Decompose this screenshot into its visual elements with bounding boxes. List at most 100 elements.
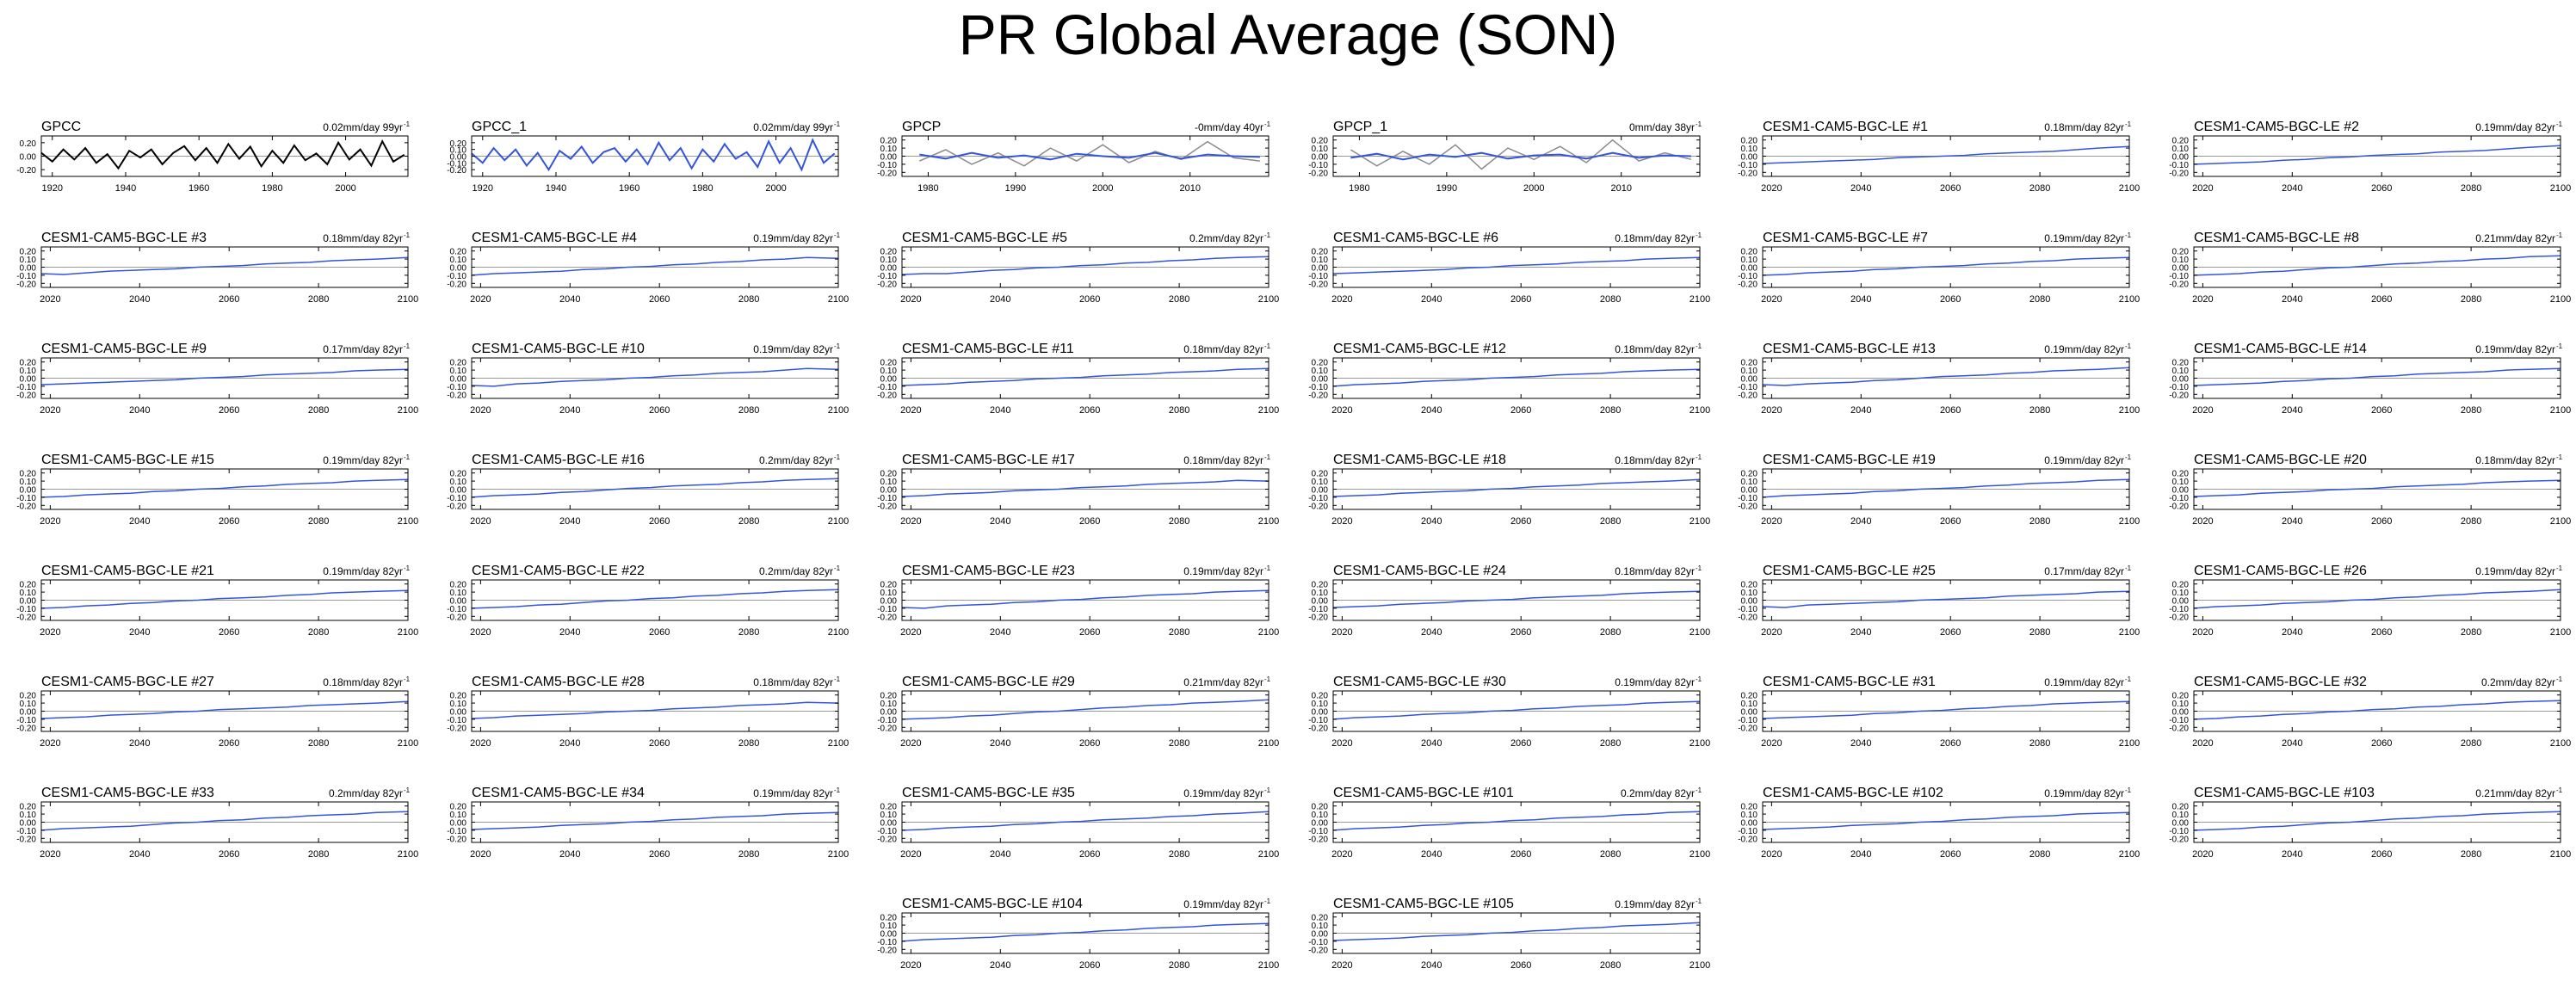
- x-tick-label: 2100: [1258, 294, 1279, 305]
- x-tick-label: 2080: [2029, 183, 2050, 194]
- panel-trend-exponent: -1: [404, 564, 411, 572]
- panel-trend-exponent: -1: [1264, 453, 1271, 461]
- y-tick-label: 0.10: [880, 700, 898, 709]
- y-tick-label: 0.10: [20, 589, 37, 598]
- y-tick-label: -0.10: [877, 272, 897, 281]
- panel-title: CESM1-CAM5-BGC-LE #29: [902, 675, 1075, 689]
- y-tick-label: -0.10: [16, 716, 36, 725]
- panel-trend: 0.19mm/day 82yr: [753, 343, 833, 355]
- x-tick-label: 2020: [1761, 627, 1782, 638]
- x-tick-label: 2040: [2282, 183, 2302, 194]
- x-tick-label: 2100: [1690, 294, 1710, 305]
- x-tick-label: 2020: [1331, 849, 1352, 860]
- y-tick-label: -0.20: [1738, 169, 1757, 178]
- x-tick-label: 2100: [1258, 405, 1279, 416]
- panel-trend-exponent: -1: [2125, 231, 2132, 239]
- series-line-reference: [919, 140, 1260, 167]
- x-tick-label: 2040: [1850, 516, 1871, 527]
- series-line: [471, 138, 836, 172]
- series-line: [2193, 811, 2561, 831]
- x-tick-label: 1990: [1436, 183, 1457, 194]
- chart-panel: CESM1-CAM5-BGC-LE #14 0.19mm/day 82yr -1 0.…: [2169, 342, 2571, 416]
- x-tick-label: 2040: [2282, 405, 2302, 416]
- y-tick-label: -0.10: [1738, 827, 1757, 836]
- x-tick-label: 1940: [115, 183, 136, 194]
- x-tick-label: 2020: [900, 405, 921, 416]
- x-tick-label: 2040: [1421, 405, 1442, 416]
- y-tick-label: -0.20: [877, 835, 897, 844]
- y-tick-label: 0.10: [1741, 367, 1758, 376]
- series-line: [471, 701, 839, 719]
- panel-trend-exponent: -1: [1264, 786, 1271, 794]
- x-tick-label: 2020: [470, 294, 491, 305]
- y-tick-label: 0.00: [880, 708, 898, 718]
- y-tick-label: -0.20: [1308, 169, 1328, 178]
- x-tick-label: 2020: [2192, 183, 2213, 194]
- x-tick-label: 2080: [2461, 405, 2481, 416]
- x-tick-label: 2040: [1421, 849, 1442, 860]
- x-tick-label: 1990: [1005, 183, 1026, 194]
- panel-trend-exponent: -1: [404, 786, 411, 794]
- x-tick-label: 2100: [398, 294, 418, 305]
- x-tick-label: 2080: [2029, 294, 2050, 305]
- x-tick-label: 2100: [398, 849, 418, 860]
- x-tick-label: 2040: [129, 516, 150, 527]
- y-tick-label: 0.20: [880, 248, 898, 257]
- chart-panel: CESM1-CAM5-BGC-LE #102 0.19mm/day 82yr -1 0…: [1738, 786, 2140, 860]
- y-tick-label: 0.00: [880, 930, 898, 940]
- y-tick-label: 0.00: [880, 264, 898, 274]
- panel-trend: 0.19mm/day 82yr: [2475, 121, 2555, 133]
- x-tick-label: 2060: [1079, 516, 1100, 527]
- y-tick-label: 0.10: [20, 256, 37, 265]
- x-tick-label: 2040: [990, 738, 1010, 749]
- x-tick-label: 2080: [2461, 183, 2481, 194]
- panel-trend: 0.19mm/day 82yr: [1615, 898, 1695, 910]
- panel-title: CESM1-CAM5-BGC-LE #20: [2194, 453, 2367, 467]
- x-tick-label: 2020: [1761, 738, 1782, 749]
- x-tick-label: 2060: [219, 294, 239, 305]
- x-tick-label: 2020: [40, 405, 60, 416]
- y-tick-label: -0.10: [877, 605, 897, 614]
- panel-trend-exponent: -1: [834, 675, 841, 683]
- y-tick-label: 0.20: [20, 248, 37, 257]
- y-tick-label: 0.20: [20, 581, 37, 590]
- series-line: [1762, 811, 2130, 830]
- y-tick-label: 0.10: [1312, 922, 1329, 931]
- panel-title: GPCC: [41, 120, 81, 134]
- y-tick-label: -0.10: [1308, 716, 1328, 725]
- y-tick-label: -0.10: [1738, 494, 1757, 503]
- y-tick-label: -0.10: [1308, 272, 1328, 281]
- y-tick-label: 0.00: [1312, 375, 1329, 385]
- y-tick-label: 0.00: [880, 819, 898, 829]
- x-tick-label: 2080: [2461, 294, 2481, 305]
- x-tick-label: 2060: [219, 627, 239, 638]
- y-tick-label: 0.10: [2172, 478, 2190, 487]
- series-line: [1332, 478, 1701, 497]
- x-tick-label: 2100: [2550, 294, 2571, 305]
- y-tick-label: 0.10: [880, 922, 898, 931]
- x-tick-label: 2060: [2371, 183, 2392, 194]
- y-tick-label: 0.00: [450, 264, 467, 274]
- y-tick-label: -0.20: [1308, 280, 1328, 289]
- x-tick-label: 2100: [1690, 516, 1710, 527]
- y-tick-label: 0.10: [1741, 811, 1758, 820]
- series-line: [40, 256, 409, 275]
- x-tick-label: 2080: [1169, 405, 1189, 416]
- y-tick-label: -0.10: [1308, 605, 1328, 614]
- y-tick-label: 0.20: [880, 470, 898, 479]
- series-line: [471, 811, 839, 830]
- panel-trend: 0.19mm/day 82yr: [2044, 343, 2124, 355]
- y-tick-label: -0.20: [2169, 613, 2189, 622]
- y-tick-label: 0.20: [1741, 248, 1758, 257]
- y-tick-label: 0.20: [1312, 359, 1329, 368]
- x-tick-label: 1940: [546, 183, 566, 194]
- y-tick-label: -0.10: [447, 159, 466, 169]
- chart-panel: CESM1-CAM5-BGC-LE #8 0.21mm/day 82yr -1 0.2…: [2169, 231, 2571, 305]
- panel-title: CESM1-CAM5-BGC-LE #103: [2194, 786, 2375, 800]
- y-tick-label: 0.00: [1312, 486, 1329, 496]
- panel-title: CESM1-CAM5-BGC-LE #21: [41, 564, 214, 578]
- y-tick-label: -0.10: [1308, 383, 1328, 392]
- y-tick-label: -0.20: [16, 835, 36, 844]
- panel-title: GPCP_1: [1333, 120, 1387, 134]
- y-tick-label: 0.10: [450, 589, 467, 598]
